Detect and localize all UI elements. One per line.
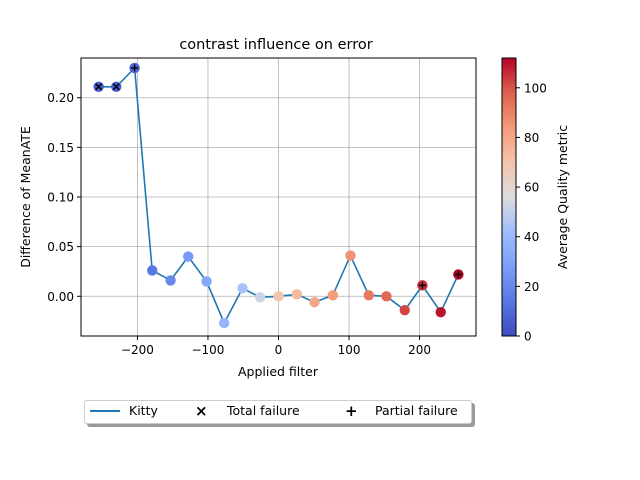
data-point bbox=[399, 304, 410, 316]
x-tick-label: 200 bbox=[408, 343, 431, 357]
legend: Kitty × Total failure + Partial failure bbox=[84, 400, 472, 424]
y-tick-label: 0.15 bbox=[47, 141, 74, 155]
data-points bbox=[93, 62, 464, 329]
y-tick-label: 0.10 bbox=[47, 191, 74, 205]
total-failure-marker-icon: × bbox=[195, 402, 208, 420]
colorbar-tick-label: 40 bbox=[524, 230, 539, 244]
total-failure-marker bbox=[95, 83, 103, 91]
colorbar-label: Average Quality metric bbox=[555, 125, 570, 269]
chart-title: contrast influence on error bbox=[179, 37, 372, 53]
y-tick-label: 0.20 bbox=[47, 91, 74, 105]
x-tick-label: 0 bbox=[275, 343, 283, 357]
data-point bbox=[201, 276, 212, 287]
data-point bbox=[165, 275, 176, 286]
data-point bbox=[291, 289, 303, 300]
colorbar-tick-label: 60 bbox=[524, 181, 539, 195]
legend-entry-kitty: Kitty bbox=[129, 403, 158, 418]
legend-entry-partial-failure: Partial failure bbox=[375, 403, 458, 418]
legend-entry-total-failure: Total failure bbox=[227, 403, 300, 418]
y-tick-label: 0.05 bbox=[47, 240, 74, 254]
y-axis-label: Difference of MeanATE bbox=[18, 126, 33, 268]
y-tick-label: 0.00 bbox=[47, 290, 74, 304]
data-point bbox=[237, 283, 248, 294]
data-point bbox=[183, 251, 194, 262]
legend-line-swatch bbox=[90, 410, 120, 412]
colorbar bbox=[501, 57, 517, 337]
data-point bbox=[309, 297, 320, 308]
x-tick-label: −100 bbox=[191, 343, 224, 357]
data-point bbox=[254, 292, 266, 303]
colorbar-tick-label: 80 bbox=[524, 131, 539, 145]
axis-ticks: −200 −100 0 100 200 0.00 0.05 0.10 0.15 0.20 bbox=[47, 91, 431, 357]
data-point bbox=[273, 291, 284, 302]
data-point bbox=[363, 290, 374, 301]
total-failure-marker bbox=[112, 83, 120, 91]
grid bbox=[81, 58, 476, 336]
data-point bbox=[381, 291, 392, 302]
data-point bbox=[218, 317, 230, 329]
x-axis-label: Applied filter bbox=[238, 364, 319, 379]
partial-failure-marker-icon: + bbox=[345, 402, 358, 420]
data-point bbox=[345, 250, 356, 261]
data-point bbox=[147, 265, 158, 276]
colorbar-tick-label: 100 bbox=[524, 81, 547, 95]
colorbar-ticks: 0 20 40 60 80 100 bbox=[516, 81, 547, 344]
data-point bbox=[435, 306, 446, 318]
partial-failure-marker bbox=[418, 281, 426, 289]
colorbar-tick-label: 0 bbox=[524, 330, 532, 344]
x-tick-label: −200 bbox=[121, 343, 154, 357]
x-tick-label: 100 bbox=[338, 343, 361, 357]
colorbar-tick-label: 20 bbox=[524, 280, 539, 294]
partial-failure-marker bbox=[454, 270, 462, 278]
data-point bbox=[327, 290, 339, 301]
partial-failure-marker bbox=[131, 64, 139, 72]
